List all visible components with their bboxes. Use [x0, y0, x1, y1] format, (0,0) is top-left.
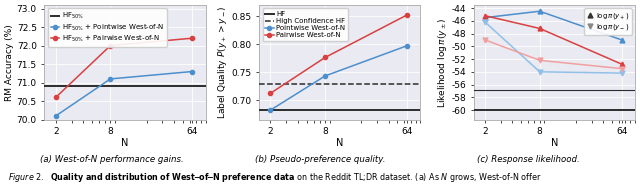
Pointwise West-of-N: [321, 75, 329, 77]
Pairwise West-of-N: [321, 56, 329, 59]
X-axis label: N: N: [551, 138, 558, 148]
HF$_{50\%}$ + Pairwise West-of-N: [106, 44, 114, 47]
Pairwise West-of-N: [403, 14, 411, 16]
Text: (b) Pseudo-preference quality.: (b) Pseudo-preference quality.: [255, 155, 385, 164]
Text: $\it{Figure}$ $\it{2.}$  $\bf{Quality\ and\ distribution\ of\ West\!\!-\!\!of\!\: $\it{Figure}$ $\it{2.}$ $\bf{Quality\ an…: [8, 171, 541, 185]
Y-axis label: RM Accuracy (%): RM Accuracy (%): [5, 24, 14, 101]
Line: Pointwise West-of-N: Pointwise West-of-N: [268, 44, 409, 112]
Pairwise West-of-N: [267, 92, 275, 94]
Line: HF$_{50\%}$ + Pointwise West-of-N: HF$_{50\%}$ + Pointwise West-of-N: [54, 69, 195, 118]
HF$_{50\%}$ + Pairwise West-of-N: [52, 96, 60, 99]
Line: HF$_{50\%}$ + Pairwise West-of-N: HF$_{50\%}$ + Pairwise West-of-N: [54, 36, 195, 100]
Pointwise West-of-N: [267, 109, 275, 111]
Pointwise West-of-N: [403, 45, 411, 47]
X-axis label: N: N: [336, 138, 344, 148]
Y-axis label: Label Quality $P(y_+ > y_-)$: Label Quality $P(y_+ > y_-)$: [216, 6, 228, 119]
Line: Pairwise West-of-N: Pairwise West-of-N: [268, 13, 409, 95]
HF$_{50\%}$: [24, 85, 32, 87]
Legend: $\log\pi(y_+)$, $\log\pi(y_-)$: $\log\pi(y_+)$, $\log\pi(y_-)$: [584, 8, 632, 35]
Legend: HF$_{50\%}$, HF$_{50\%}$ + Pointwise West-of-N, HF$_{50\%}$ + Pairwise West-of-N: HF$_{50\%}$, HF$_{50\%}$ + Pointwise Wes…: [48, 8, 166, 46]
Text: (c) Response likelihood.: (c) Response likelihood.: [477, 155, 579, 164]
HF$_{50\%}$ + Pointwise West-of-N: [106, 78, 114, 80]
Legend: HF, High Confidence HF, Pointwise West-of-N, Pairwise West-of-N: HF, High Confidence HF, Pointwise West-o…: [262, 8, 348, 41]
HF$_{50\%}$ + Pairwise West-of-N: [189, 37, 196, 39]
HF$_{50\%}$ + Pointwise West-of-N: [189, 70, 196, 73]
HF$_{50\%}$ + Pointwise West-of-N: [52, 115, 60, 117]
Y-axis label: Likelihood $\log\pi(y_\pm)$: Likelihood $\log\pi(y_\pm)$: [436, 17, 449, 108]
High Confidence HF: [239, 83, 247, 86]
HF: [239, 109, 247, 111]
X-axis label: N: N: [122, 138, 129, 148]
Text: (a) West-of-N performance gains.: (a) West-of-N performance gains.: [40, 155, 184, 164]
